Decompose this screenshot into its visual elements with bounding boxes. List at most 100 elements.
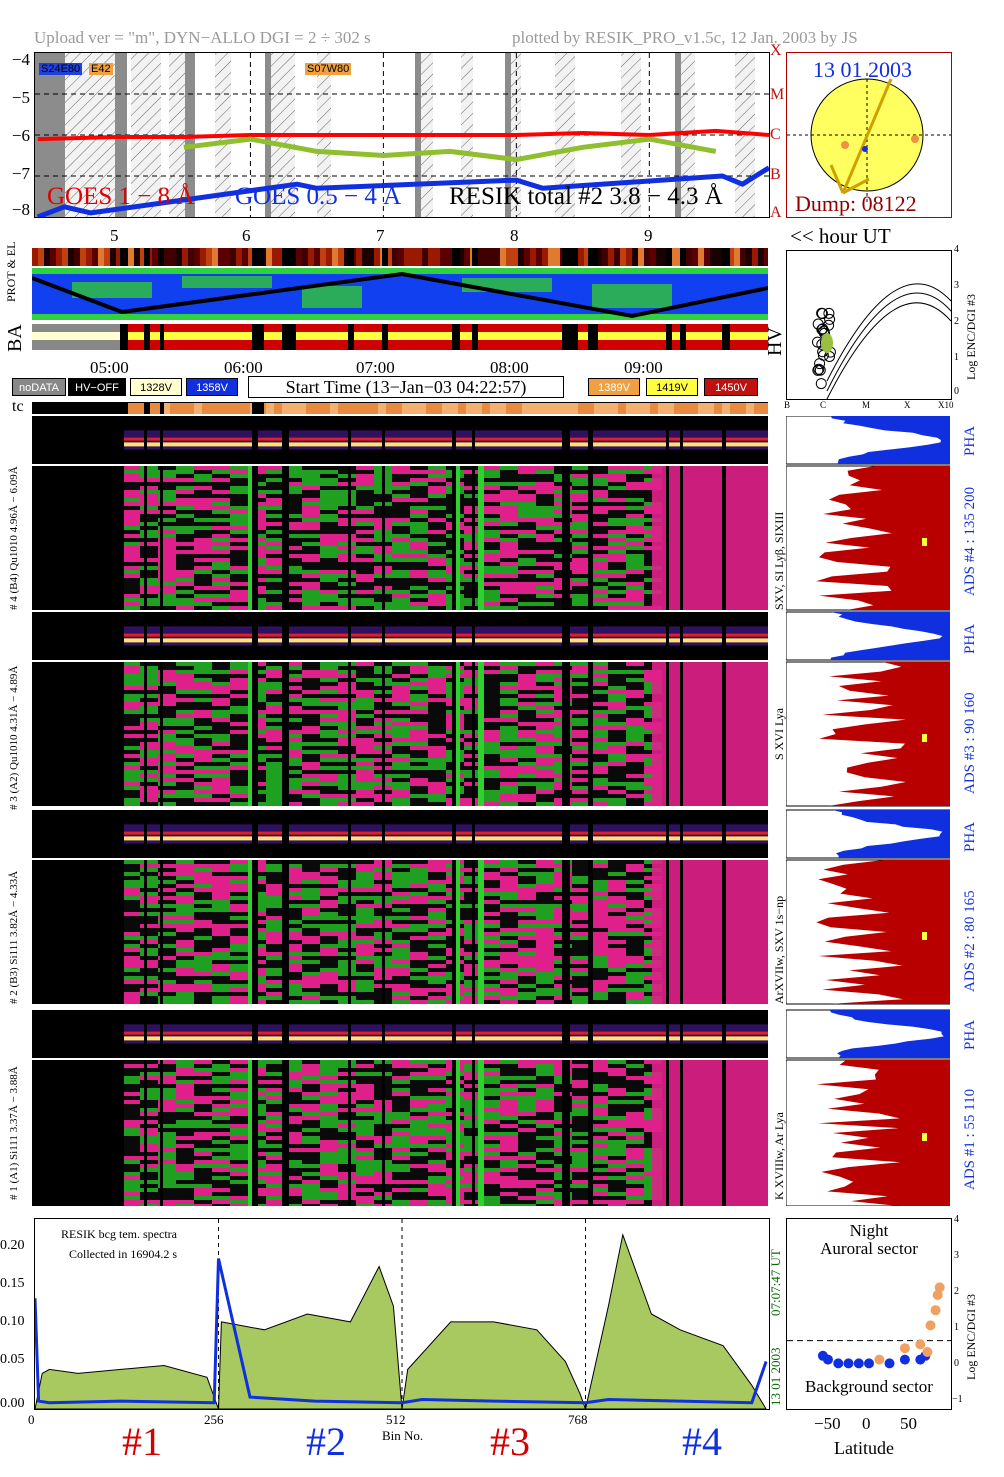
spec-cell <box>356 534 374 538</box>
spec-cell <box>284 864 302 868</box>
spec-cell <box>158 542 176 546</box>
spec-cell <box>284 722 302 726</box>
spec-cell <box>410 1148 428 1152</box>
spec-cell <box>140 730 158 734</box>
spec-cell <box>626 522 644 526</box>
spec-cell <box>428 602 446 606</box>
spec-cell <box>122 952 140 956</box>
spec-cell <box>212 802 230 806</box>
spec-cell <box>410 920 428 924</box>
spec-cell <box>608 522 626 526</box>
spec-cell <box>572 710 590 714</box>
spec-cell <box>626 498 644 502</box>
spec-cell <box>140 474 158 478</box>
spec-cell <box>482 1080 500 1084</box>
spec-cell <box>428 774 446 778</box>
spec-cell <box>572 686 590 690</box>
spec-cell <box>482 534 500 538</box>
spec-cell <box>122 888 140 892</box>
spec-cell <box>590 674 608 678</box>
spec-cell <box>320 948 338 952</box>
spec-cell <box>266 662 284 666</box>
spec-cell <box>608 988 626 992</box>
spec-cell <box>590 550 608 554</box>
flare-class-letter: B <box>770 166 781 183</box>
spec-cell <box>320 1180 338 1184</box>
spec-cell <box>590 1152 608 1156</box>
gap-band <box>348 810 351 858</box>
spec-cell <box>230 1176 248 1180</box>
spec-cell <box>320 1204 338 1206</box>
spec-cell <box>158 670 176 674</box>
spec-cell <box>482 510 500 514</box>
spec-cell <box>518 730 536 734</box>
spec-cell <box>500 790 518 794</box>
spec-cell <box>338 466 356 470</box>
spec-cell <box>230 1088 248 1092</box>
spec-cell <box>590 798 608 802</box>
spec-cell <box>230 900 248 904</box>
spec-cell <box>482 1192 500 1196</box>
gap-band <box>348 612 351 660</box>
spec-cell <box>320 486 338 490</box>
spec-cell <box>608 738 626 742</box>
spectrum-y-tick: 0.15 <box>0 1276 25 1291</box>
spec-cell <box>158 1000 176 1004</box>
spec-cell <box>122 686 140 690</box>
spec-cell <box>158 972 176 976</box>
spec-cell <box>140 774 158 778</box>
tc-cell <box>346 403 354 414</box>
spec-cell <box>518 988 536 992</box>
spec-cell <box>140 546 158 550</box>
gap-band <box>562 810 570 858</box>
spec-cell <box>158 706 176 710</box>
spec-cell <box>194 734 212 738</box>
spec-cell <box>140 1096 158 1100</box>
spec-cell <box>266 770 284 774</box>
spec-cell <box>428 562 446 566</box>
spec-cell <box>482 502 500 506</box>
spec-cell <box>212 674 230 678</box>
spec-cell <box>482 1136 500 1140</box>
spec-cell <box>608 762 626 766</box>
spec-cell <box>428 872 446 876</box>
spec-cell <box>212 924 230 928</box>
spec-cell <box>230 578 248 582</box>
spec-cell <box>392 570 410 574</box>
time-tick: 05:00 <box>90 358 129 377</box>
el-cell <box>506 248 512 266</box>
tc-cell <box>186 403 194 414</box>
spec-cell <box>572 1132 590 1136</box>
spec-cell <box>176 1104 194 1108</box>
spec-cell <box>572 554 590 558</box>
spec-cell <box>428 1104 446 1108</box>
hv-point <box>823 307 835 319</box>
spec-cell <box>176 1076 194 1080</box>
spec-cell <box>176 920 194 924</box>
spec-cell <box>590 1116 608 1120</box>
spec-cell <box>122 790 140 794</box>
el-cell <box>224 248 230 266</box>
spec-cell <box>302 694 320 698</box>
spec-cell <box>518 972 536 976</box>
spec-cell <box>410 598 428 602</box>
spec-cell <box>356 766 374 770</box>
spec-cell <box>302 864 320 868</box>
spec-cell <box>230 904 248 908</box>
spec-cell <box>410 578 428 582</box>
pha-line <box>122 1031 768 1035</box>
spec-cell <box>518 514 536 518</box>
spec-cell <box>500 1088 518 1092</box>
spec-cell <box>140 670 158 674</box>
spec-cell <box>176 1072 194 1076</box>
spec-cell <box>356 474 374 478</box>
spec-cell <box>266 1140 284 1144</box>
spec-cell <box>590 936 608 940</box>
spec-cell <box>356 602 374 606</box>
spec-cell <box>608 928 626 932</box>
spec-cell <box>518 1136 536 1140</box>
spec-cell <box>230 1164 248 1168</box>
tc-cell <box>626 403 634 414</box>
spec-cell <box>428 710 446 714</box>
spec-cell <box>140 482 158 486</box>
